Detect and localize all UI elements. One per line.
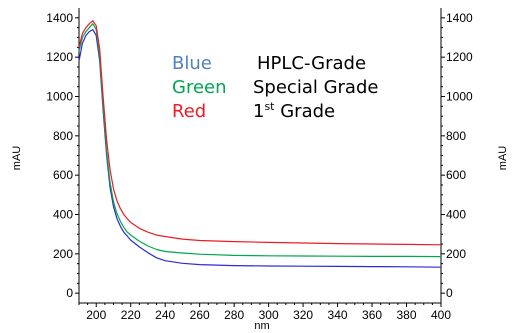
- x-tick-label: 320: [293, 308, 313, 322]
- y-left-tick-label: 1000: [46, 90, 73, 104]
- y-right-tick-label: 400: [446, 208, 466, 222]
- y-right-tick-label: 200: [446, 247, 466, 261]
- legend-color-word-red: Red: [172, 101, 206, 122]
- x-tick-label: 360: [362, 308, 382, 322]
- x-tick-label: 400: [431, 308, 451, 322]
- y-right-tick-label: 0: [446, 286, 453, 300]
- x-tick-label: 240: [155, 308, 175, 322]
- x-tick-label: 380: [397, 308, 417, 322]
- legend: Blue HPLC-Grade Green Special Grade Red …: [172, 53, 378, 122]
- legend-label-first-grade: 1st Grade: [253, 100, 335, 122]
- y-right-tick-label: 800: [446, 129, 466, 143]
- legend-label-special: Special Grade: [253, 77, 378, 98]
- y-axis-left-label: mAU: [11, 146, 23, 171]
- series-line-blue: [78, 29, 442, 268]
- y-left-tick-label: 400: [53, 208, 73, 222]
- x-tick-label: 280: [224, 308, 244, 322]
- legend-label-first-rest: Grade: [275, 101, 336, 122]
- y-left-tick-label: 600: [53, 168, 73, 182]
- y-left-tick-label: 1400: [46, 11, 73, 25]
- series-lines: [78, 20, 442, 268]
- y-right-tick-label: 1400: [446, 11, 473, 25]
- y-right-tick-label: 1200: [446, 50, 473, 64]
- y-left-tick-label: 200: [53, 247, 73, 261]
- x-tick-label: 200: [86, 308, 106, 322]
- y-left-tick-label: 1200: [46, 50, 73, 64]
- x-axis-ticks: 200 220 240 260 280 300 320 340 360 380 400: [78, 303, 451, 322]
- x-tick-label: 340: [328, 308, 348, 322]
- y-axis-right-ticks: 0 200 400 600 800 1000 1200 1400: [441, 11, 473, 300]
- y-axis-right-label: mAU: [497, 146, 509, 171]
- legend-label-first-number: 1: [253, 101, 264, 122]
- y-axis-left-ticks: 0 200 400 600 800 1000 1200 1400: [46, 11, 79, 300]
- x-tick-label: 260: [190, 308, 210, 322]
- x-tick-label: 220: [121, 308, 141, 322]
- y-right-tick-label: 600: [446, 168, 466, 182]
- legend-label-first-sup: st: [264, 100, 275, 113]
- y-right-tick-label: 1000: [446, 90, 473, 104]
- legend-label-hplc: HPLC-Grade: [257, 53, 366, 74]
- series-line-red: [78, 20, 442, 246]
- x-axis-label: nm: [254, 320, 269, 332]
- y-left-tick-label: 0: [66, 286, 73, 300]
- x-tick-label: 300: [259, 308, 279, 322]
- legend-color-word-blue: Blue: [172, 53, 212, 74]
- legend-color-word-green: Green: [172, 77, 227, 98]
- y-left-tick-label: 800: [53, 129, 73, 143]
- series-line-green: [78, 23, 442, 258]
